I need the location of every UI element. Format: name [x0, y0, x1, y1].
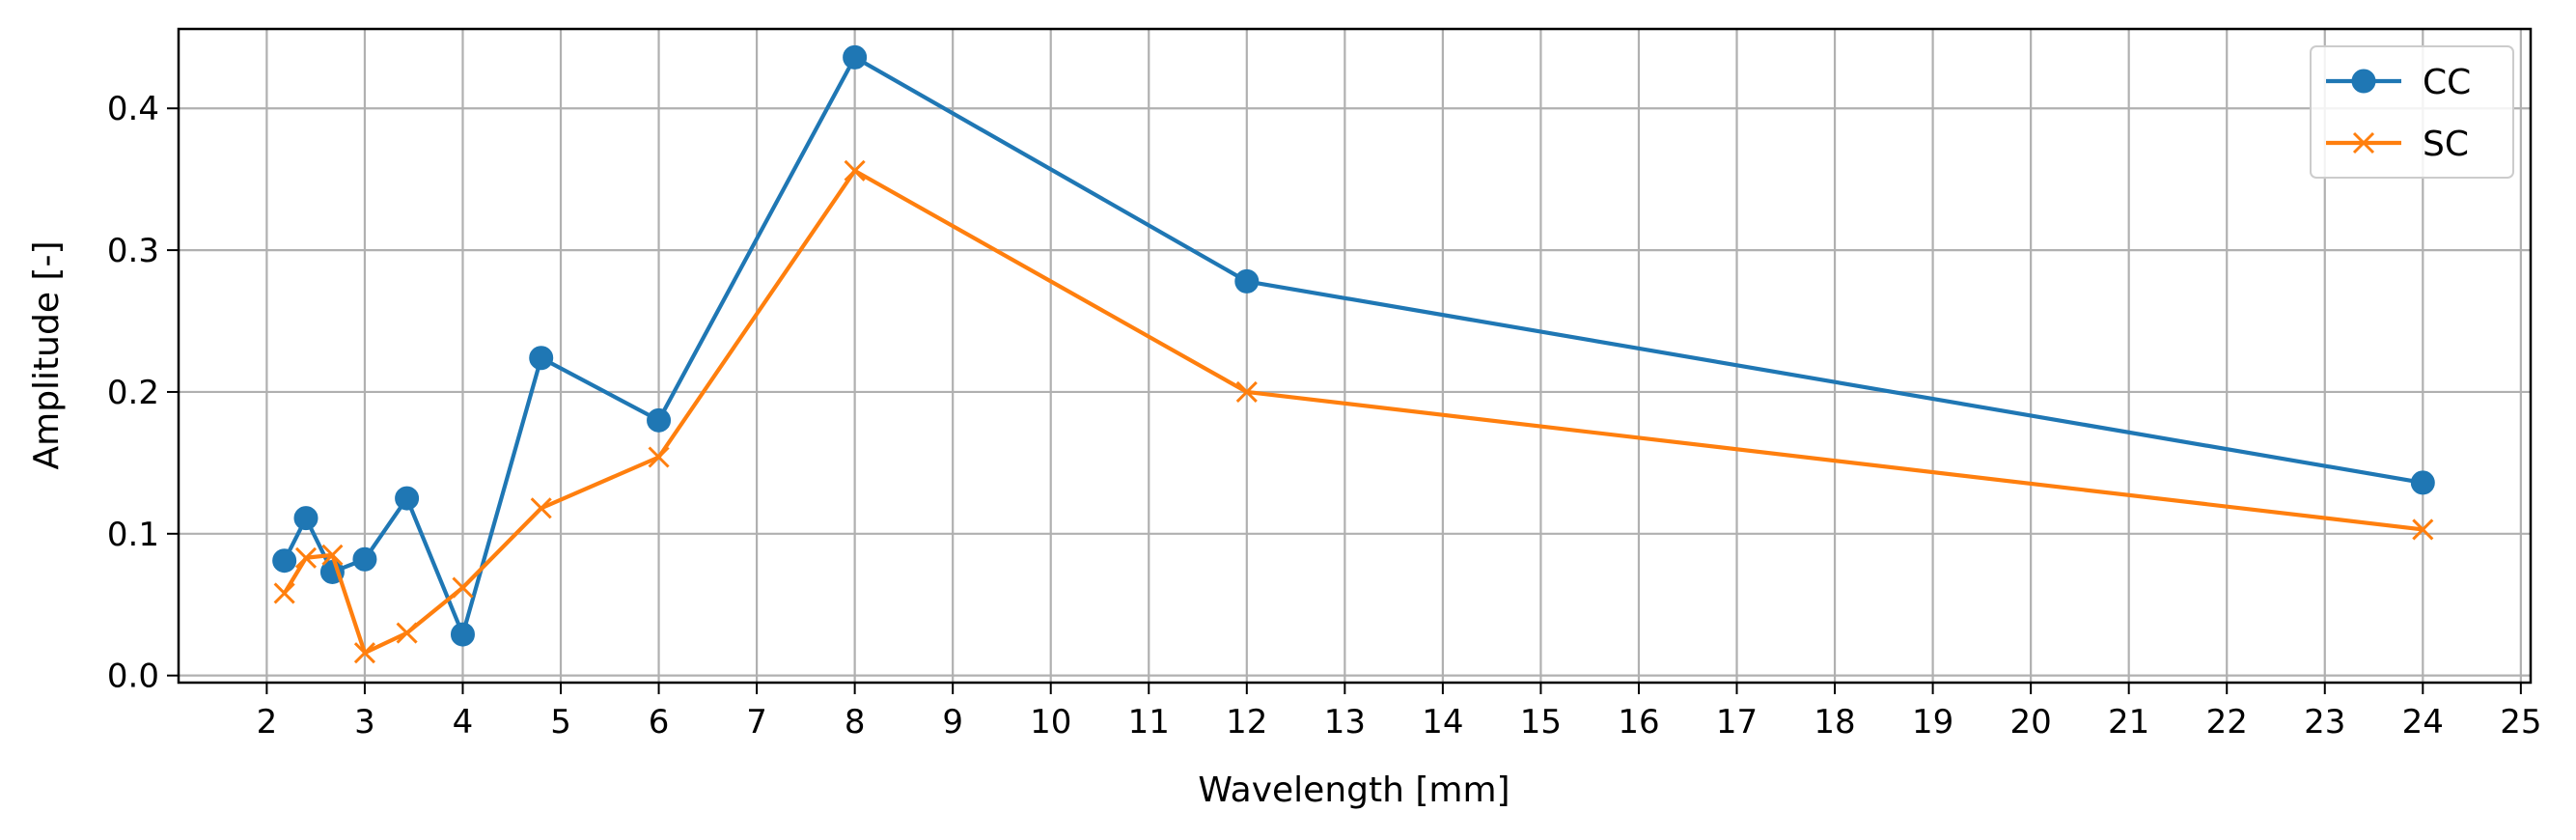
data-point-sc-stroke — [1235, 380, 1258, 404]
data-point-cc — [843, 44, 868, 70]
x-tick-label: 23 — [2304, 703, 2345, 742]
data-point-sc — [353, 642, 375, 664]
data-point-sc — [452, 576, 474, 599]
data-point-cc — [450, 622, 475, 647]
x-tick-label: 17 — [1716, 703, 1758, 742]
legend-label-sc: SC — [2423, 125, 2469, 164]
x-tick-label: 21 — [2108, 703, 2149, 742]
x-tick-label: 5 — [550, 703, 571, 742]
data-point-sc — [1235, 380, 1258, 404]
series-line-sc — [282, 168, 2424, 656]
series-line-cc — [282, 55, 2424, 637]
data-point-sc — [273, 582, 295, 604]
x-tick-label: 18 — [1814, 703, 1855, 742]
x-tick-label: 6 — [649, 703, 670, 742]
data-point-sc — [844, 159, 866, 182]
legend-label-cc: CC — [2423, 63, 2471, 102]
y-tick-label: 0.1 — [107, 516, 159, 554]
data-point-sc — [294, 546, 318, 569]
data-point-sc — [396, 622, 418, 644]
x-axis-label: Wavelength [mm] — [1198, 770, 1510, 810]
data-point-cc — [2410, 470, 2435, 495]
x-tick-label: 14 — [1422, 703, 1463, 742]
data-point-sc-stroke — [530, 497, 552, 519]
data-point-sc — [2412, 518, 2434, 541]
x-tick-label: 3 — [354, 703, 375, 742]
x-tick-label: 4 — [453, 703, 474, 742]
x-tick-label: 12 — [1226, 703, 1267, 742]
x-tick-label: 11 — [1128, 703, 1170, 742]
legend-marker-cc — [2351, 69, 2376, 94]
plot-frame — [177, 27, 2533, 685]
y-tick-label: 0.4 — [107, 90, 159, 128]
x-tick-label: 8 — [845, 703, 866, 742]
grid — [179, 29, 2531, 683]
data-point-cc — [1234, 268, 1260, 294]
x-tick-label: 13 — [1324, 703, 1366, 742]
data-point-sc-stroke — [844, 159, 866, 182]
legend-marker-sc-stroke — [2352, 131, 2375, 154]
data-point-sc-stroke — [294, 546, 318, 569]
legend-marker-sc — [2352, 131, 2375, 154]
data-point-cc — [352, 546, 377, 572]
data-point-sc — [530, 497, 552, 519]
data-point-sc — [648, 446, 670, 468]
data-point-sc-stroke — [452, 576, 474, 599]
data-point-cc — [647, 407, 672, 433]
data-point-sc — [321, 544, 344, 566]
x-tick-label: 24 — [2402, 703, 2444, 742]
data-point-sc-stroke — [273, 582, 295, 604]
legend: CC SC — [2310, 45, 2514, 179]
x-tick-label: 2 — [257, 703, 278, 742]
y-tick-label: 0.0 — [107, 658, 159, 696]
y-tick-label: 0.2 — [107, 374, 159, 412]
x-tick-label: 22 — [2206, 703, 2248, 742]
data-point-sc-stroke — [396, 622, 418, 644]
data-point-cc — [395, 486, 420, 511]
data-point-cc — [293, 506, 319, 531]
x-tick-label: 25 — [2500, 703, 2541, 742]
data-point-sc-stroke — [353, 642, 375, 664]
data-point-cc — [272, 548, 297, 574]
data-point-cc — [529, 346, 554, 371]
x-tick-label: 20 — [2010, 703, 2052, 742]
x-tick-label: 15 — [1520, 703, 1562, 742]
x-tick-label: 16 — [1618, 703, 1659, 742]
x-tick-label: 7 — [746, 703, 767, 742]
y-tick-label: 0.3 — [107, 232, 159, 270]
legend-box — [2310, 45, 2514, 179]
x-tick-label: 10 — [1030, 703, 1071, 742]
y-axis-label: Amplitude [-] — [27, 240, 67, 469]
x-tick-label: 9 — [942, 703, 963, 742]
data-point-sc-stroke — [648, 446, 670, 468]
series — [272, 44, 2435, 664]
ticks: 2 3 4 5 6 7 8 9 10 11 12 13 14 15 16 17 18 19 20 21 22 23 24 25… — [107, 90, 2542, 742]
data-point-sc-stroke — [2412, 518, 2434, 541]
x-tick-label: 19 — [1912, 703, 1953, 742]
data-point-sc-stroke — [321, 544, 344, 566]
